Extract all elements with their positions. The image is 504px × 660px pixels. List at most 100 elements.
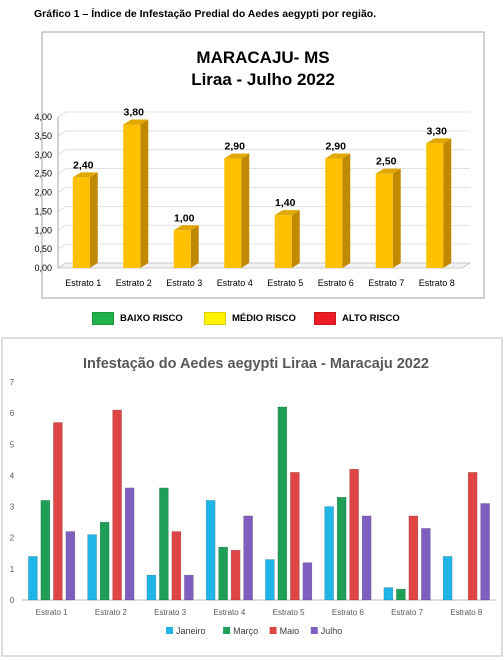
chart1-bar-side [291, 210, 300, 268]
chart1-bar-side [140, 119, 149, 268]
chart2-bar-maro [396, 588, 406, 601]
document-caption: Gráfico 1 – Índice de Infestação Predial… [34, 8, 377, 20]
chart1-bar-side [342, 153, 351, 268]
chart2-bar-janeiro [205, 500, 216, 601]
chart2-legend-item: Maio [269, 626, 300, 636]
chart1-y-tick-label: 0,00 [34, 263, 52, 273]
chart2-bar-janeiro [324, 506, 334, 601]
chart2-y-tick-label: 0 [10, 596, 15, 605]
chart1-bar-side [190, 225, 199, 268]
chart2-legend-swatch [269, 627, 277, 634]
legend-medio-risco: MÉDIO RISCO [204, 312, 296, 325]
chart2-bar-janeiro [265, 559, 275, 601]
chart2-legend-item: Março [223, 626, 258, 636]
chart2-x-tick-label: Estrato 3 [154, 608, 187, 617]
chart1-value-label: 1,40 [275, 197, 296, 209]
chart1-bar-top [325, 153, 351, 159]
chart1-y-tick-label: 0,50 [34, 244, 52, 254]
chart2-legend-item: Julho [310, 626, 343, 636]
chart1-value-label: 2,90 [225, 141, 246, 153]
chart1-bar [123, 119, 149, 268]
chart2-bar-maio [408, 515, 419, 601]
chart1-value-label: 1,00 [174, 212, 195, 224]
chart1-grid-diag [57, 206, 67, 212]
chart1-y-tick-label: 3,50 [34, 131, 52, 141]
chart2-bar-maro [277, 406, 288, 601]
chart2-bar-maro [218, 546, 228, 601]
chart1-grid-diag [57, 130, 67, 137]
chart2-bar-julho [65, 531, 76, 601]
chart2-legend-label: Julho [321, 626, 343, 636]
legend-label: MÉDIO RISCO [232, 313, 296, 324]
chart2-x-tick-label: Estrato 7 [391, 608, 424, 617]
chart2-bar-maio [171, 531, 182, 601]
chart2-bar-maio [230, 549, 241, 601]
chart2-bar-maio [467, 472, 478, 601]
chart1-x-tick-label: Estrato 8 [419, 278, 455, 288]
chart2-bar-maio [349, 468, 359, 601]
chart2-bar-julho [421, 528, 431, 601]
chart2-bar-julho [302, 562, 313, 601]
chart2-bar-janeiro [383, 587, 394, 601]
legend-swatch-green [92, 312, 114, 325]
chart2-bar-maio [290, 472, 300, 601]
chart1-value-label: 3,80 [124, 107, 145, 119]
chart1-bar-side [89, 172, 98, 268]
chart1-subtitle: Liraa - Julho 2022 [191, 70, 335, 89]
chart1-y-tick-label: 2,00 [34, 188, 52, 198]
chart2-bar-maro [336, 496, 347, 601]
chart2-x-tick-label: Estrato 6 [332, 608, 365, 617]
chart2-legend-item: Janeiro [166, 626, 206, 636]
chart2-x-tick-label: Estrato 5 [273, 608, 306, 617]
chart1-bar [274, 210, 300, 268]
chart1-bar-top [274, 210, 300, 216]
chart2-title: Infestação do Aedes aegypti Liraa - Mara… [83, 356, 429, 372]
chart2-legend-label: Janeiro [176, 626, 206, 636]
chart2-legend-label: Maio [280, 626, 300, 636]
chart1-bar [72, 172, 98, 268]
chart1-grid-diag [57, 168, 67, 174]
chart1-bar [325, 153, 351, 268]
chart2-bar-janeiro [28, 556, 38, 601]
chart2-frame [1, 337, 503, 657]
chart1-floor [56, 262, 472, 269]
chart2-x-tick-label: Estrato 8 [450, 608, 483, 617]
chart1-grid-diag [57, 111, 67, 118]
chart2-x-tick-label: Estrato 2 [95, 608, 128, 617]
chart2-y-tick-label: 1 [10, 565, 15, 574]
chart2-bar-janeiro [146, 574, 157, 601]
chart1-x-tick-label: Estrato 2 [116, 278, 152, 288]
chart2-bar-janeiro [87, 534, 97, 601]
chart1-grid-diag [57, 187, 67, 193]
chart2-x-tick-label: Estrato 4 [213, 608, 246, 617]
legend-baixo-risco: BAIXO RISCO [92, 312, 183, 325]
chart2-x-tick-label: Estrato 1 [36, 608, 69, 617]
chart1-y-tick-label: 1,00 [34, 225, 52, 235]
legend-label: ALTO RISCO [342, 313, 400, 324]
chart1-bar-top [173, 225, 199, 231]
chart1-bar-front [426, 143, 444, 268]
chart2-bar-janeiro [442, 556, 453, 601]
chart1-bar-side [443, 138, 452, 268]
chart1-bar-side [241, 153, 250, 268]
chart1-bar [375, 168, 401, 268]
chart2-bar-maio [112, 409, 122, 601]
chart1-bar-front [224, 158, 242, 268]
chart2-bar-julho [184, 574, 194, 601]
chart1-bar-top [123, 119, 149, 125]
chart2-bar-julho [124, 487, 135, 601]
risk-legend: BAIXO RISCO MÉDIO RISCO ALTO RISCO [0, 312, 504, 332]
chart1-value-label: 2,90 [326, 141, 347, 153]
chart1-bar-front [375, 173, 393, 268]
chart1-grid-diag [57, 149, 67, 156]
legend-swatch-red [314, 312, 336, 325]
chart2-bar-maro [99, 521, 110, 601]
chart1-bar-side [392, 168, 401, 268]
chart1-bar-front [274, 215, 292, 268]
chart1-y-tick-label: 2,50 [34, 169, 52, 179]
chart2-bar-maro [40, 500, 51, 601]
legend-alto-risco: ALTO RISCO [314, 312, 400, 325]
chart1-y-tick-label: 4,00 [34, 112, 52, 122]
chart1-value-label: 2,50 [376, 156, 397, 168]
chart2-y-tick-label: 7 [10, 378, 15, 387]
